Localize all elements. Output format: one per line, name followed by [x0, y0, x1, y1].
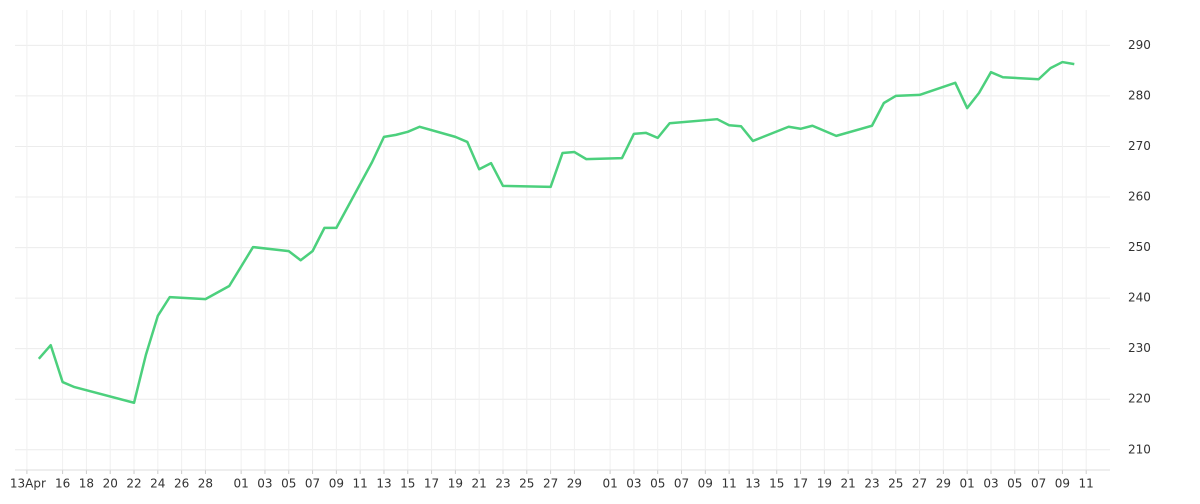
x-tick-label: 18 [79, 477, 94, 491]
x-tick-label: 20 [103, 477, 118, 491]
x-tick-label: 03 [983, 477, 998, 491]
line-series [37, 60, 1075, 405]
x-tick-label: 11 [353, 477, 368, 491]
x-tick-label: 19 [448, 477, 463, 491]
x-tick-label: 29 [936, 477, 951, 491]
y-tick-label: 290 [1128, 38, 1151, 52]
x-tick-label: 07 [674, 477, 689, 491]
y-tick-label: 240 [1128, 291, 1151, 305]
x-tick-label: 09 [1055, 477, 1070, 491]
x-tick-label: 11 [1079, 477, 1094, 491]
x-tick-label: 03 [626, 477, 641, 491]
x-tick-label: 09 [329, 477, 344, 491]
x-tick-label: 23 [495, 477, 510, 491]
x-tick-label: 16 [55, 477, 70, 491]
x-tick-label: 26 [174, 477, 189, 491]
plot-area [15, 10, 1110, 470]
x-tick-label: 05 [1007, 477, 1022, 491]
x-tick-label: 27 [912, 477, 927, 491]
x-tick-label: 25 [888, 477, 903, 491]
x-tick-label: 07 [1031, 477, 1046, 491]
x-tick-label: 22 [126, 477, 141, 491]
x-tick-label: 09 [698, 477, 713, 491]
x-tick-label: 24 [150, 477, 165, 491]
x-tick-label: 27 [543, 477, 558, 491]
x-tick-label: 01 [602, 477, 617, 491]
x-tick-label: 23 [864, 477, 879, 491]
x-tick-label: 05 [281, 477, 296, 491]
x-tick-label: 13 [745, 477, 760, 491]
x-tick-label: 21 [472, 477, 487, 491]
y-tick-label: 260 [1128, 190, 1151, 204]
x-tick-label: 01 [234, 477, 249, 491]
y-tick-label: 250 [1128, 240, 1151, 254]
y-tick-label: 280 [1128, 88, 1151, 102]
x-tick-label: 29 [567, 477, 582, 491]
x-tick-label: 13 [376, 477, 391, 491]
x-tick-label: 05 [650, 477, 665, 491]
x-tick-label: 21 [841, 477, 856, 491]
y-tick-label: 210 [1128, 442, 1151, 456]
y-tick-label: 270 [1128, 139, 1151, 153]
x-tick-label: 15 [400, 477, 415, 491]
x-tick-label: 07 [305, 477, 320, 491]
x-tick-label: 01 [960, 477, 975, 491]
x-tick-label: 13Apr [10, 477, 46, 491]
x-tick-label: 19 [817, 477, 832, 491]
x-tick-label: 03 [257, 477, 272, 491]
y-tick-label: 220 [1128, 392, 1151, 406]
x-tick-label: 11 [721, 477, 736, 491]
x-tick-label: 15 [769, 477, 784, 491]
y-tick-label: 230 [1128, 341, 1151, 355]
x-tick-label: 25 [519, 477, 534, 491]
x-tick-label: 17 [793, 477, 808, 491]
x-tick-label: 28 [198, 477, 213, 491]
x-tick-label: 17 [424, 477, 439, 491]
